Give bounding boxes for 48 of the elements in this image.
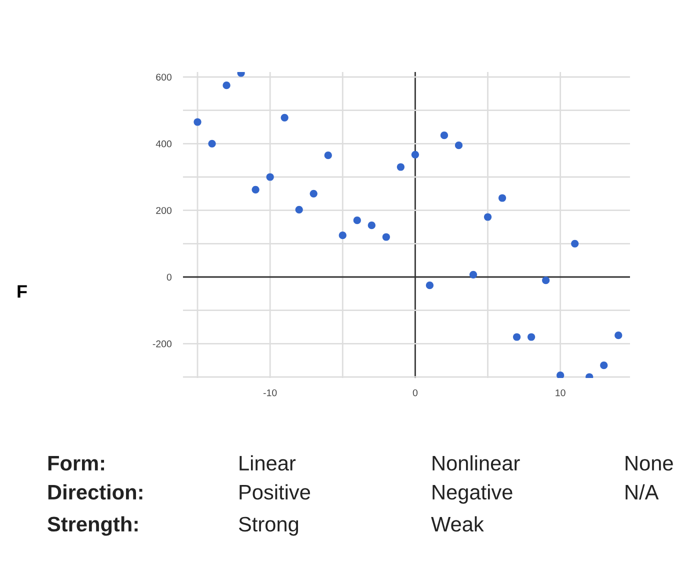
point [310, 190, 318, 198]
text: Form: [48, 456, 104, 471]
point [368, 222, 376, 230]
text: Linear [240, 455, 296, 471]
point [411, 150, 420, 158]
text: Negative [432, 484, 512, 504]
point [324, 152, 332, 160]
y-tick-label: 600 [156, 74, 172, 81]
x-tick-label: -10 [263, 389, 277, 396]
y-tick-label: -200 [152, 340, 172, 348]
point [600, 362, 608, 370]
point [542, 276, 550, 284]
text: Strong [238, 516, 298, 536]
point [266, 173, 274, 181]
point [484, 213, 492, 221]
point [440, 132, 448, 140]
point [382, 233, 390, 241]
point [426, 282, 434, 290]
point [280, 114, 288, 122]
y-tick-label: 200 [156, 207, 172, 214]
text: Direction: [48, 484, 142, 500]
text: F [18, 285, 27, 298]
x-tick-label: 10 [556, 389, 566, 396]
text: None [626, 456, 673, 471]
point [454, 142, 463, 150]
point [556, 372, 564, 378]
point [353, 216, 361, 224]
point [252, 186, 260, 194]
point [338, 232, 346, 240]
point [528, 333, 536, 341]
point [295, 206, 303, 214]
point [396, 163, 404, 171]
point [469, 270, 478, 278]
y-tick-label: 400 [156, 140, 172, 148]
point [194, 118, 202, 126]
point [208, 140, 216, 148]
point [571, 240, 579, 248]
text: Positive [240, 484, 310, 500]
x-tick-label: 0 [412, 389, 418, 396]
text: Strength: [48, 516, 138, 536]
text: Weak [431, 516, 484, 532]
text: Nonlinear [432, 455, 520, 471]
point [512, 333, 521, 341]
y-tick-label: 0 [166, 274, 172, 281]
text: N/A [626, 484, 659, 500]
point [614, 332, 622, 340]
point [498, 194, 506, 202]
point [222, 82, 230, 90]
